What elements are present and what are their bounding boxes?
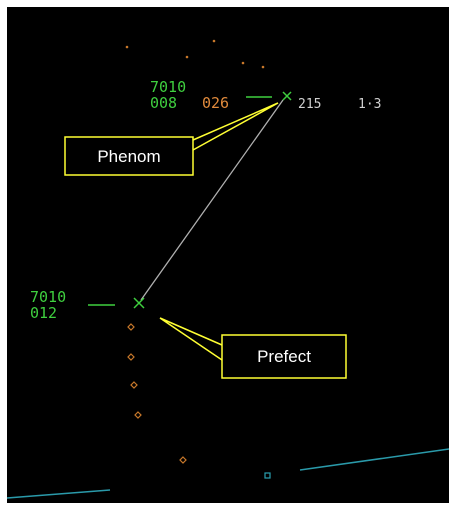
history-diamonds — [127, 323, 187, 464]
altitude: 008 — [150, 94, 177, 112]
callout-box — [64, 136, 194, 176]
callout-phenom: Phenom — [64, 102, 279, 176]
boundary-line — [6, 489, 111, 499]
target-symbol — [282, 91, 292, 101]
diamond — [127, 323, 135, 331]
callout-prefect: Prefect — [159, 317, 347, 379]
boundary-line — [299, 448, 450, 471]
callout-label: Prefect — [257, 347, 311, 366]
heading: 215 — [298, 97, 321, 112]
callout-box — [221, 334, 347, 379]
speed: 026 — [202, 94, 229, 112]
target-symbol — [133, 297, 145, 309]
dot — [212, 39, 216, 43]
range-bearing-line — [140, 99, 284, 301]
callout-pointer — [159, 317, 223, 361]
diamond — [179, 456, 187, 464]
squawk: 7010 — [30, 288, 66, 306]
dot — [125, 45, 129, 49]
history-dots — [125, 39, 265, 69]
dot — [241, 61, 245, 65]
callout-label: Phenom — [97, 147, 160, 166]
dot — [261, 65, 265, 69]
diamond — [130, 381, 138, 389]
range: 1·3 — [358, 97, 381, 112]
diamond — [134, 411, 142, 419]
radar-display — [7, 7, 449, 503]
diamond — [127, 353, 135, 361]
callout-pointer — [192, 102, 279, 151]
squawk: 7010 — [150, 78, 186, 96]
track-2: 7010 012 — [30, 288, 145, 322]
track-1: 7010 008 026 215 1·3 — [150, 78, 381, 112]
dot — [185, 55, 189, 59]
small-square — [264, 472, 271, 479]
altitude: 012 — [30, 304, 57, 322]
